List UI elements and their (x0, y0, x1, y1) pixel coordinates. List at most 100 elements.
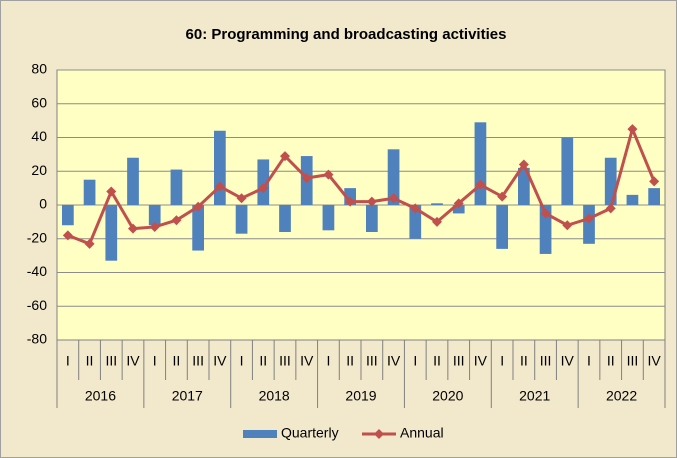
group-label: 2019 (345, 388, 376, 404)
bar (387, 149, 400, 205)
x-tick-label: I (587, 353, 591, 369)
y-tick-label: 20 (31, 162, 47, 178)
group-label: 2020 (432, 388, 463, 404)
bar (322, 205, 335, 231)
line-marker (584, 213, 594, 224)
line-marker (649, 176, 660, 187)
bar (517, 167, 530, 205)
line-marker (410, 203, 421, 214)
y-tick-label: -60 (27, 297, 47, 313)
x-tick-label: II (520, 353, 528, 369)
bar (170, 169, 183, 205)
x-tick-label: IV (213, 353, 227, 369)
x-tick-label: IV (300, 353, 314, 369)
bar (213, 130, 226, 205)
y-tick-label: 0 (39, 196, 47, 212)
x-tick-label: I (153, 353, 157, 369)
line-marker (236, 193, 247, 204)
bar (127, 157, 139, 205)
line-marker (84, 238, 95, 249)
bar (235, 205, 248, 234)
legend-label: Quarterly (281, 425, 339, 441)
legend-swatch (243, 430, 277, 438)
x-tick-label: III (627, 353, 639, 369)
bar (539, 205, 552, 254)
bar (83, 179, 96, 205)
y-tick-label: -80 (27, 331, 47, 347)
bar (474, 122, 487, 205)
y-tick-label: 80 (31, 61, 47, 77)
x-tick-label: IV (648, 353, 662, 369)
line-marker (106, 186, 117, 197)
x-tick-label: I (240, 353, 244, 369)
bar (365, 205, 378, 232)
x-tick-label: II (346, 353, 354, 369)
line-marker (453, 198, 464, 209)
x-tick-label: II (259, 353, 267, 369)
line-marker (497, 191, 508, 202)
legend-marker (374, 429, 384, 439)
line-marker (345, 196, 356, 207)
line-marker (323, 169, 334, 180)
x-tick-label: II (86, 353, 94, 369)
bar (148, 205, 161, 226)
line-marker (388, 193, 399, 204)
line-marker (62, 230, 73, 241)
x-tick-label: IV (474, 353, 488, 369)
y-tick-label: 40 (31, 128, 47, 144)
bar (279, 205, 291, 232)
line-marker (171, 215, 182, 226)
line-marker (301, 173, 312, 183)
group-label: 2016 (85, 388, 116, 404)
line-marker (258, 183, 269, 194)
x-tick-label: I (326, 353, 330, 369)
x-tick-label: II (433, 353, 441, 369)
bar (409, 205, 422, 239)
bar (583, 205, 595, 244)
bar (648, 188, 661, 205)
x-tick-label: III (105, 353, 117, 369)
x-tick-label: III (453, 353, 465, 369)
group-label: 2021 (519, 388, 550, 404)
bar (431, 203, 443, 205)
line-marker (149, 221, 160, 232)
y-tick-label: 60 (31, 94, 47, 110)
bar (452, 205, 465, 214)
x-tick-label: III (279, 353, 291, 369)
line-marker (214, 181, 225, 192)
group-label: 2018 (259, 388, 290, 404)
y-tick-label: -40 (27, 263, 47, 279)
line-marker (128, 223, 138, 234)
x-tick-label: III (540, 353, 552, 369)
x-tick-label: III (366, 353, 378, 369)
bar (626, 194, 639, 205)
group-label: 2022 (606, 388, 637, 404)
x-tick-label: II (607, 353, 615, 369)
chart-title: 60: Programming and broadcasting activit… (186, 26, 507, 43)
line-marker (540, 208, 551, 219)
x-tick-label: I (413, 353, 417, 369)
line-marker (562, 220, 573, 231)
line-marker (475, 179, 486, 190)
line (67, 124, 656, 246)
line-marker (518, 159, 529, 170)
x-tick-label: II (173, 353, 181, 369)
line-marker (432, 216, 442, 227)
bar (61, 205, 74, 226)
y-tick-label: -20 (27, 229, 47, 245)
bar (604, 157, 617, 205)
x-tick-label: IV (387, 353, 401, 369)
x-tick-label: IV (561, 353, 575, 369)
line-marker (627, 124, 638, 135)
bar (257, 159, 270, 205)
bar (496, 205, 509, 249)
x-tick-label: III (192, 353, 204, 369)
group-label: 2017 (172, 388, 203, 404)
line-marker (366, 196, 377, 207)
bar (561, 137, 574, 205)
legend-label: Annual (400, 425, 444, 441)
bar (344, 188, 357, 205)
x-tick-label: IV (126, 353, 140, 369)
line-marker (193, 201, 204, 212)
